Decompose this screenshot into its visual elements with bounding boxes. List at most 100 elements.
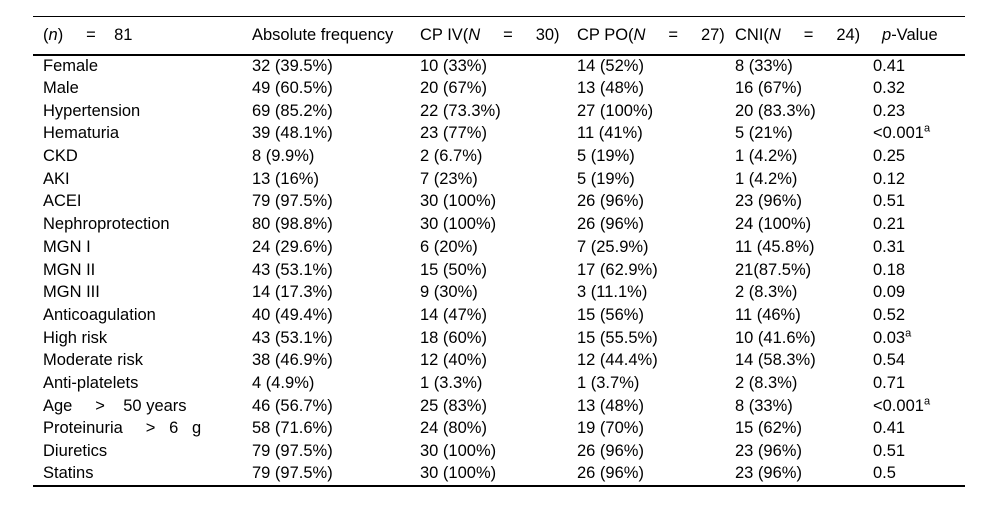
table-row: Moderate risk 38 (46.9%) 12 (40%) 12 (44… [33,349,965,372]
header-italic-N: N [768,25,781,44]
cell-value: 14 (58.3%) [735,351,816,370]
cell-p-value: 0.31 [873,236,965,259]
cell-cni: 24 (100%) [735,213,873,236]
row-label-cell: Statins [33,463,252,486]
row-label: Anticoagulation [43,305,156,324]
cell-value: 24 (29.6%) [252,237,333,256]
cell-cp-po: 26 (96%) [577,463,735,486]
cell-p-value: 0.25 [873,145,965,168]
cell-value: 24 (100%) [735,215,812,234]
header-text: Absolute frequency [252,25,394,44]
cell-p-value: 0.32 [873,77,965,100]
cell-cp-po: 27 (100%) [577,100,735,123]
cell-value: 46 (56.7%) [252,396,333,415]
row-label-cell: High risk [33,327,252,350]
row-label: Hematuria [43,124,120,143]
cell-cp-po: 26 (96%) [577,440,735,463]
table-body: Female 32 (39.5%) 10 (33%) 14 (52%) 8 (3… [33,55,965,486]
cell-value: 14 (17.3%) [252,283,333,302]
cell-cp-iv: 12 (40%) [420,349,577,372]
cell-value: 0.12 [873,169,906,188]
cell-value: 30 (100%) [420,442,497,461]
cell-p-value: 0.09 [873,281,965,304]
row-label: Age > 50 years [43,396,187,415]
cell-cp-iv: 7 (23%) [420,168,577,191]
cell-value: 43 (53.1%) [252,328,333,347]
cell-value: 9 (30%) [420,283,478,302]
cell-cp-po: 14 (52%) [577,55,735,78]
cell-absolute-frequency: 43 (53.1%) [252,327,420,350]
cell-value: 2 (8.3%) [735,283,798,302]
cell-value: 24 (80%) [420,419,487,438]
row-label-cell: Age > 50 years [33,395,252,418]
cell-p-value: 0.41 [873,55,965,78]
cell-value: 23 (96%) [735,442,802,461]
header-italic-N: N [468,25,481,44]
cell-absolute-frequency: 4 (4.9%) [252,372,420,395]
cell-value: 15 (62%) [735,419,802,438]
cell-p-value: 0.51 [873,191,965,214]
cell-absolute-frequency: 69 (85.2%) [252,100,420,123]
cell-p-value: 0.51 [873,440,965,463]
header-italic-p: p [882,25,892,44]
cell-p-value: 0.03a [873,327,965,350]
cell-cp-iv: 24 (80%) [420,418,577,441]
cell-cp-iv: 9 (30%) [420,281,577,304]
cell-value: 23 (96%) [735,192,802,211]
cell-value: 38 (46.9%) [252,351,333,370]
cell-value: 0.51 [873,442,906,461]
cell-value: 22 (73.3%) [420,101,501,120]
row-label-cell: AKI [33,168,252,191]
cell-value: 19 (70%) [577,419,644,438]
cell-value: 23 (77%) [420,124,487,143]
cell-absolute-frequency: 24 (29.6%) [252,236,420,259]
cell-value: 0.18 [873,260,906,279]
cell-cp-po: 12 (44.4%) [577,349,735,372]
cell-absolute-frequency: 8 (9.9%) [252,145,420,168]
cell-value: 8 (33%) [735,396,793,415]
table-row: Anti-platelets 4 (4.9%) 1 (3.3%) 1 (3.7%… [33,372,965,395]
cell-cp-iv: 14 (47%) [420,304,577,327]
cell-cni: 8 (33%) [735,395,873,418]
row-label: Female [43,56,99,75]
row-label-cell: Anticoagulation [33,304,252,327]
cell-value: 15 (50%) [420,260,487,279]
header-text: ) = 81 [57,25,133,44]
row-label: Statins [43,464,94,483]
cell-absolute-frequency: 49 (60.5%) [252,77,420,100]
row-label-cell: Hematuria [33,123,252,146]
cell-p-value: 0.71 [873,372,965,395]
cell-cp-po: 1 (3.7%) [577,372,735,395]
baseline-characteristics-table: (n) = 81 Absolute frequency CP IV(N = 30… [33,16,965,487]
row-label: Hypertension [43,101,141,120]
cell-value: 0.54 [873,351,906,370]
col-header-p-value: p-Value [873,17,965,55]
cell-cp-po: 13 (48%) [577,395,735,418]
cell-value: 1 (3.3%) [420,373,483,392]
cell-absolute-frequency: 58 (71.6%) [252,418,420,441]
cell-value: 11 (45.8%) [735,237,815,256]
cell-value: 15 (56%) [577,305,644,324]
cell-value: 2 (6.7%) [420,147,483,166]
cell-value: 10 (33%) [420,56,487,75]
cell-value: 10 (41.6%) [735,328,816,347]
cell-value: 0.31 [873,237,906,256]
cell-value: 26 (96%) [577,192,644,211]
cell-value: 43 (53.1%) [252,260,333,279]
cell-value: 0.71 [873,373,906,392]
cell-cp-po: 3 (11.1%) [577,281,735,304]
header-text: ( [43,25,49,44]
row-label: High risk [43,328,108,347]
table-row: Diuretics 79 (97.5%) 30 (100%) 26 (96%) … [33,440,965,463]
table-row: MGN I 24 (29.6%) 6 (20%) 7 (25.9%) 11 (4… [33,236,965,259]
cell-value: 0.23 [873,101,906,120]
table-row: Female 32 (39.5%) 10 (33%) 14 (52%) 8 (3… [33,55,965,78]
cell-absolute-frequency: 79 (97.5%) [252,440,420,463]
cell-value: 7 (25.9%) [577,237,649,256]
cell-cni: 16 (67%) [735,77,873,100]
header-italic-n: n [48,25,58,44]
cell-absolute-frequency: 43 (53.1%) [252,259,420,282]
row-label: ACEI [43,192,82,211]
cell-cp-iv: 30 (100%) [420,191,577,214]
cell-value: 26 (96%) [577,464,644,483]
